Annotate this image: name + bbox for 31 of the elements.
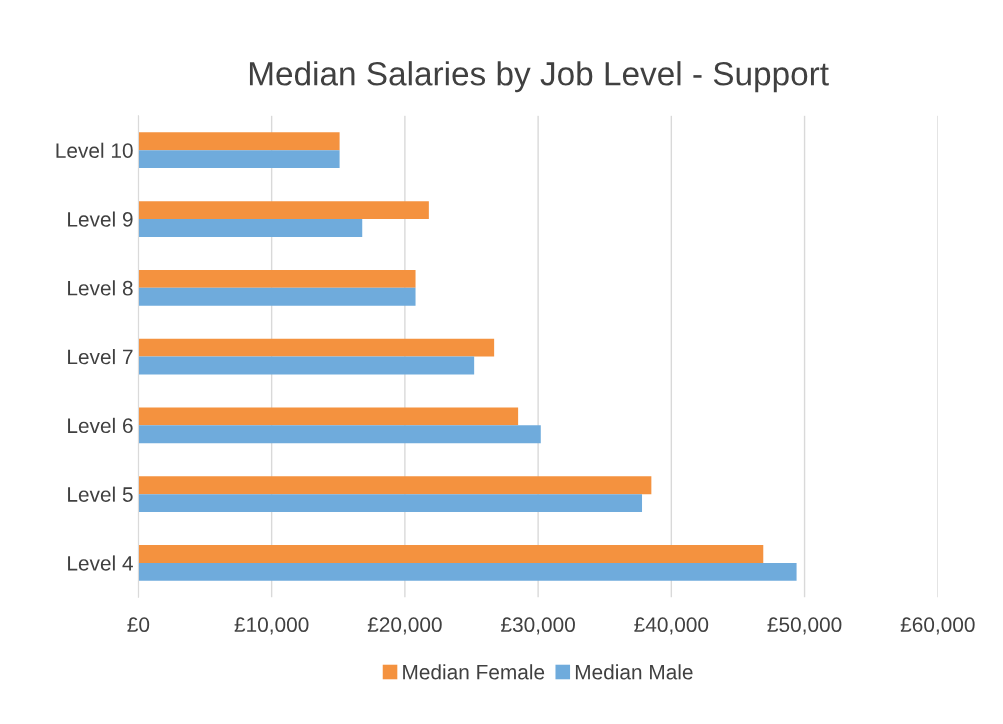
bar	[138, 150, 340, 169]
y-tick-label: Level 6	[68, 417, 133, 434]
x-tick-label: £20,000	[367, 617, 442, 635]
y-tick-label: Level 8	[68, 280, 133, 296]
y-tick-label: Level 5	[68, 486, 133, 502]
bar	[138, 338, 495, 357]
legend-label: Median Male	[575, 664, 693, 680]
y-tick-label: Level 7	[68, 349, 133, 365]
y-tick-label: Level 10	[56, 142, 133, 158]
bar	[138, 219, 363, 237]
bar	[138, 494, 643, 513]
bar	[138, 476, 652, 495]
bar	[138, 269, 416, 288]
bar	[138, 562, 797, 581]
legend-label: Median Female	[403, 664, 545, 680]
x-tick-label: £50,000	[767, 617, 842, 635]
bar	[138, 356, 475, 375]
chart-title: Median Salaries by Job Level - Support	[249, 61, 829, 93]
x-tick-label: £10,000	[234, 617, 309, 635]
bar	[138, 201, 429, 220]
bar	[138, 132, 340, 151]
x-tick-label: £0	[127, 617, 150, 633]
y-tick-label: Level 9	[68, 211, 133, 227]
x-tick-label: £60,000	[900, 617, 975, 635]
x-tick-label: £30,000	[501, 617, 575, 635]
bar	[138, 545, 764, 563]
x-tick-label: £40,000	[634, 617, 709, 635]
bar	[138, 425, 541, 444]
y-tick-label: Level 4	[68, 555, 133, 571]
bar	[138, 407, 519, 426]
bar	[138, 287, 416, 306]
